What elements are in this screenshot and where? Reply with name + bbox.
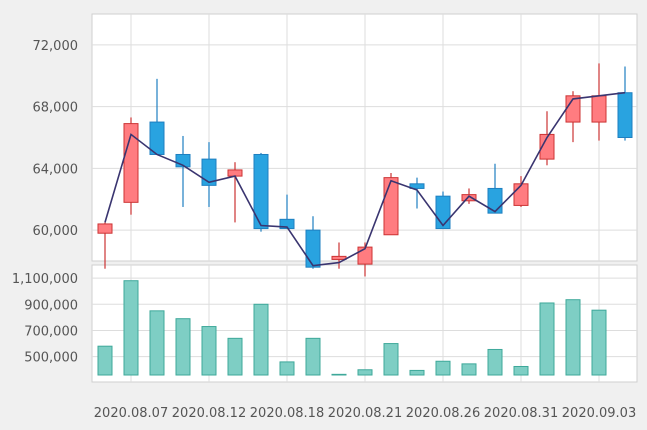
volume-bar bbox=[435, 360, 451, 376]
date-tick-label: 2020.09.03 bbox=[562, 406, 636, 421]
volume-bar bbox=[279, 361, 295, 376]
candle-up bbox=[513, 183, 529, 206]
volume-bar bbox=[175, 318, 191, 376]
volume-bar bbox=[513, 365, 529, 376]
candle-up bbox=[357, 246, 373, 265]
candle-down bbox=[201, 158, 217, 186]
candle-up bbox=[97, 223, 113, 234]
price-tick-label: 68,000 bbox=[33, 101, 79, 116]
volume-bar bbox=[565, 299, 581, 376]
candle-up bbox=[591, 95, 607, 123]
candle-down bbox=[409, 183, 425, 189]
price-axis-labels: 60,000 64,000 68,000 72,000 bbox=[33, 39, 79, 239]
date-tick-label: 2020.08.18 bbox=[250, 406, 324, 421]
candle-up bbox=[331, 255, 347, 260]
candle-up bbox=[539, 133, 555, 160]
date-tick-label: 2020.08.12 bbox=[172, 406, 246, 421]
price-tick-label: 60,000 bbox=[33, 224, 79, 239]
volume-bar bbox=[383, 343, 399, 376]
volume-bar bbox=[539, 302, 555, 376]
volume-bar bbox=[201, 326, 217, 376]
volume-bar bbox=[227, 337, 243, 376]
volume-bar bbox=[591, 309, 607, 376]
volume-bar bbox=[305, 337, 321, 376]
candle-up bbox=[383, 177, 399, 236]
candle-down bbox=[305, 229, 321, 268]
date-tick-label: 2020.08.21 bbox=[328, 406, 402, 421]
date-tick-label: 2020.08.07 bbox=[94, 406, 168, 421]
candle-down bbox=[279, 218, 295, 230]
volume-tick-label: 500,000 bbox=[24, 351, 78, 366]
volume-axis-labels: 500,000 700,000 900,000 1,100,000 bbox=[12, 272, 78, 366]
candle-down bbox=[617, 92, 633, 138]
volume-bar bbox=[409, 369, 425, 376]
volume-bar bbox=[149, 310, 165, 376]
price-line bbox=[104, 91, 626, 267]
candle-up bbox=[227, 169, 243, 177]
date-tick-label: 2020.08.31 bbox=[484, 406, 558, 421]
volume-bar bbox=[331, 373, 347, 376]
date-tick-label: 2020.08.26 bbox=[406, 406, 480, 421]
volume-tick-label: 1,100,000 bbox=[12, 272, 78, 287]
volume-bars bbox=[97, 280, 607, 376]
volume-bar bbox=[253, 303, 269, 376]
volume-tick-label: 900,000 bbox=[24, 298, 78, 313]
volume-bar bbox=[487, 348, 503, 376]
volume-bar bbox=[97, 345, 113, 376]
candle-up bbox=[461, 194, 477, 202]
price-tick-label: 64,000 bbox=[33, 162, 79, 177]
volume-bar bbox=[123, 280, 139, 376]
volume-bar bbox=[461, 363, 477, 376]
price-tick-label: 72,000 bbox=[33, 39, 79, 54]
candle-down bbox=[435, 195, 451, 230]
candle-down bbox=[253, 153, 269, 230]
candle-up bbox=[123, 123, 139, 203]
candle-down bbox=[149, 121, 165, 155]
date-axis-labels: 2020.08.07 2020.08.12 2020.08.18 2020.08.21… bbox=[94, 406, 636, 421]
volume-tick-label: 700,000 bbox=[24, 324, 78, 339]
volume-bar bbox=[357, 369, 373, 376]
